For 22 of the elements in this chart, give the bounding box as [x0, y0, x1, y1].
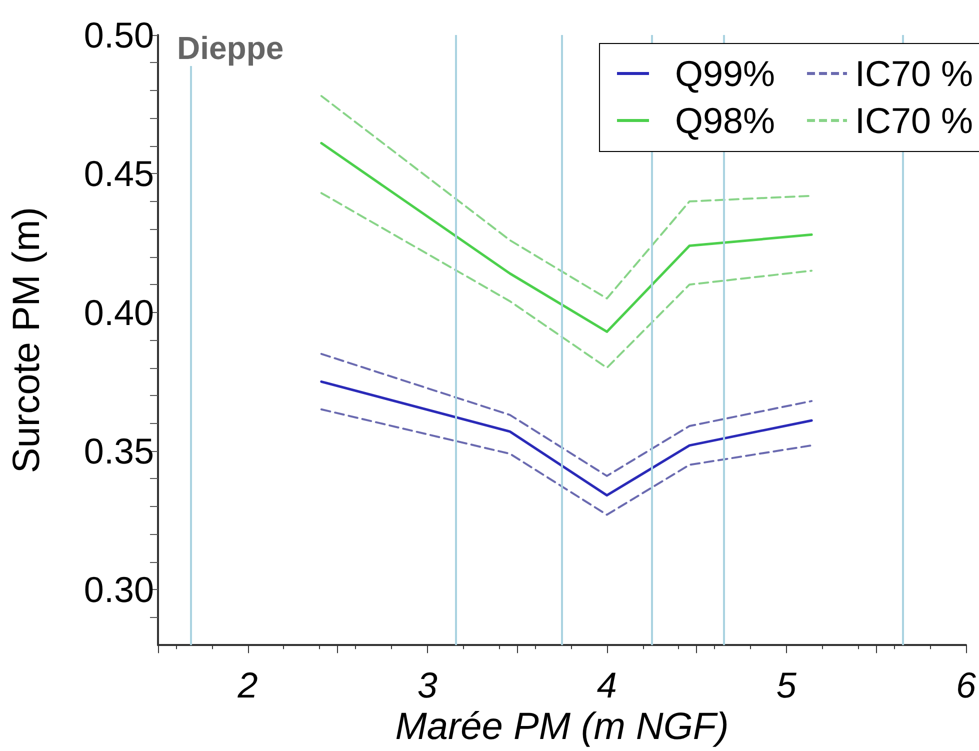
x-tick-label: 5	[776, 664, 798, 706]
x-tick-label: 4	[596, 664, 617, 706]
line-series	[320, 192, 813, 369]
x-tick-label: 2	[236, 664, 258, 706]
y-tick-label: 0.50	[84, 14, 154, 56]
line-series	[320, 380, 813, 497]
legend-label: Q98%	[675, 100, 776, 141]
y-axis-title: Surcote PM (m)	[6, 207, 48, 474]
legend-label: IC70 %	[855, 100, 974, 141]
y-tick-label: 0.40	[84, 292, 154, 333]
x-tick-label: 6	[956, 664, 977, 706]
x-axis-title: Marée PM (m NGF)	[395, 706, 729, 748]
y-tick-label: 0.35	[84, 430, 154, 472]
text: 0.30	[84, 569, 154, 610]
chart-title: Dieppe	[177, 30, 284, 66]
line-series	[320, 142, 813, 333]
line-series	[320, 352, 813, 477]
legend-label: Q99%	[675, 53, 776, 94]
line-series	[320, 408, 813, 516]
y-tick-label: 0.45	[84, 153, 154, 194]
legend-label: IC70 %	[855, 53, 974, 94]
x-tick-label: 3	[417, 664, 438, 706]
